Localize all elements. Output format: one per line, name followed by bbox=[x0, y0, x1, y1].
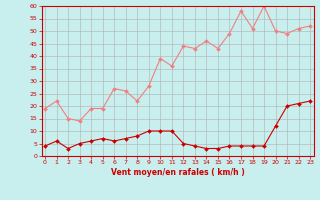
X-axis label: Vent moyen/en rafales ( km/h ): Vent moyen/en rafales ( km/h ) bbox=[111, 168, 244, 177]
